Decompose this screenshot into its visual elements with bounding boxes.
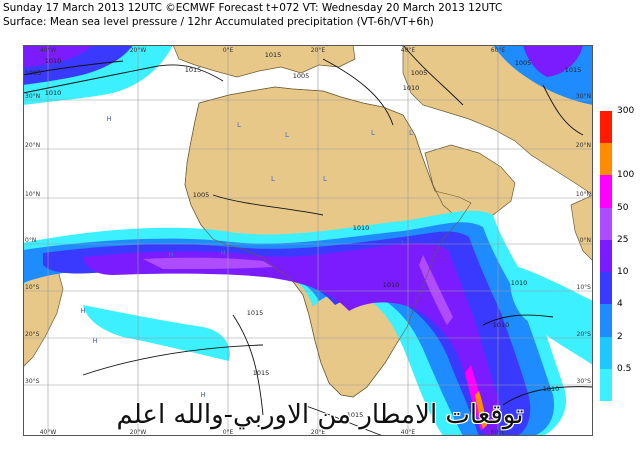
lon-tick-bottom: 20°E bbox=[311, 429, 326, 436]
legend-tick-label: 25 bbox=[617, 234, 629, 245]
isobar-label: 1015 bbox=[347, 411, 364, 419]
isobar-label: 1010 bbox=[511, 279, 528, 287]
legend-swatch bbox=[600, 272, 612, 305]
lat-tick-right: 0°N bbox=[580, 237, 591, 244]
precip-legend: 300 100 50 25 10 4 2 0.5 bbox=[600, 106, 640, 402]
lon-tick-bottom: 0°E bbox=[223, 429, 234, 436]
pressure-center-label: L bbox=[401, 239, 405, 247]
legend-tick-label: 0.5 bbox=[617, 363, 632, 374]
lat-tick-right: 20°N bbox=[576, 142, 591, 149]
lat-tick-right: 20°S bbox=[577, 331, 592, 338]
map-canvas: 40°W 20°W 0°E 20°E 40°E 60°E 40°W 20°W 0°E 20°E 40… bbox=[23, 45, 593, 436]
isobar-label: 1010 bbox=[493, 321, 510, 329]
isobar-label: 1010 bbox=[543, 385, 560, 393]
map-border bbox=[23, 45, 593, 436]
lon-tick-top: 60°E bbox=[491, 47, 506, 54]
isobar-label: 1015 bbox=[565, 66, 582, 74]
lon-tick-top: 40°W bbox=[40, 47, 57, 54]
arabia-landmass bbox=[424, 144, 516, 222]
lat-tick-right: 10°S bbox=[577, 284, 592, 291]
legend-swatch bbox=[600, 207, 612, 241]
isobar-label: 1005 bbox=[411, 69, 428, 77]
legend-swatch bbox=[600, 368, 612, 402]
isobar-label: 1015 bbox=[265, 51, 282, 59]
graticule bbox=[23, 45, 593, 436]
pressure-center-label: L bbox=[409, 129, 413, 137]
forecast-map[interactable]: 40°W 20°W 0°E 20°E 40°E 60°E 40°W 20°W 0°E 20°E 40… bbox=[23, 45, 593, 436]
legend-tick-label: 100 bbox=[617, 170, 635, 181]
isobar-label: 1010 bbox=[403, 84, 420, 92]
isobar-label: 1015 bbox=[253, 369, 270, 377]
lat-tick-left: 10°N bbox=[25, 191, 40, 198]
lat-tick-left: 20°S bbox=[25, 331, 40, 338]
lon-tick-top: 40°E bbox=[401, 47, 416, 54]
isobar-label: 1005 bbox=[293, 72, 310, 80]
legend-tick-label: 50 bbox=[617, 202, 629, 213]
isobar-label: 1005 bbox=[25, 69, 42, 77]
pressure-center-label: H bbox=[80, 307, 85, 315]
pressure-center-label: H bbox=[220, 249, 225, 257]
isobar-label: 1010 bbox=[45, 57, 62, 65]
legend-swatch bbox=[600, 143, 612, 176]
pressure-center-label: L bbox=[271, 175, 275, 183]
legend-swatch bbox=[600, 111, 612, 144]
pressure-center-label: L bbox=[371, 129, 375, 137]
isobar-label: 1010 bbox=[353, 224, 370, 232]
lat-tick-right: 30°S bbox=[577, 378, 592, 385]
legend-tick-label: 2 bbox=[617, 331, 623, 342]
map-header: Sunday 17 March 2013 12UTC ©ECMWF Foreca… bbox=[3, 2, 633, 29]
legend-tick-label: 4 bbox=[617, 299, 623, 310]
lon-tick-top: 20°W bbox=[130, 47, 147, 54]
lat-tick-right: 30°N bbox=[576, 93, 591, 100]
isobars bbox=[23, 45, 593, 436]
isobar-label: 1005 bbox=[193, 191, 210, 199]
lon-tick-bottom: 40°W bbox=[40, 429, 57, 436]
pressure-center-label: H bbox=[92, 337, 97, 345]
pressure-center-label: H bbox=[200, 391, 205, 399]
europe-landmass bbox=[172, 45, 356, 78]
pressure-center-label: L bbox=[323, 175, 327, 183]
pressure-center-label: L bbox=[285, 131, 289, 139]
legend-tick-label: 10 bbox=[617, 267, 629, 278]
isobar-label: 1010 bbox=[383, 281, 400, 289]
legend-swatch bbox=[600, 239, 612, 273]
coastline bbox=[184, 86, 472, 398]
isobar-label: 1005 bbox=[515, 59, 532, 67]
pressure-center-label: L bbox=[237, 121, 241, 129]
lat-tick-left: 20°N bbox=[25, 142, 40, 149]
lon-tick-top: 0°E bbox=[223, 47, 234, 54]
header-line-1: Sunday 17 March 2013 12UTC ©ECMWF Foreca… bbox=[3, 2, 503, 14]
lat-tick-left: 0°N bbox=[25, 237, 36, 244]
lat-tick-left: 30°S bbox=[25, 378, 40, 385]
arabic-caption: توقعات الامطار من الاوربي-والله اعلم bbox=[116, 400, 524, 430]
lat-tick-left: 30°N bbox=[25, 93, 40, 100]
lon-tick-bottom: 60°E bbox=[491, 429, 506, 436]
isobar-label: 1010 bbox=[45, 89, 62, 97]
isobar-label: 1015 bbox=[247, 309, 264, 317]
legend-swatch bbox=[600, 336, 612, 370]
lat-tick-right: 10°N bbox=[576, 191, 591, 198]
lon-tick-bottom: 20°W bbox=[130, 429, 147, 436]
pressure-center-label: H bbox=[106, 115, 111, 123]
india-landmass bbox=[570, 194, 593, 262]
legend-swatch bbox=[600, 175, 612, 209]
legend-tick-label: 300 bbox=[617, 106, 635, 116]
legend-swatch bbox=[600, 304, 612, 338]
lon-tick-bottom: 40°E bbox=[401, 429, 416, 436]
lon-tick-top: 20°E bbox=[311, 47, 326, 54]
lat-tick-left: 10°S bbox=[25, 284, 40, 291]
isobar-label: 1015 bbox=[185, 66, 202, 74]
pressure-center-label: H bbox=[168, 251, 173, 259]
header-line-2: Surface: Mean sea level pressure / 12hr … bbox=[3, 15, 434, 28]
